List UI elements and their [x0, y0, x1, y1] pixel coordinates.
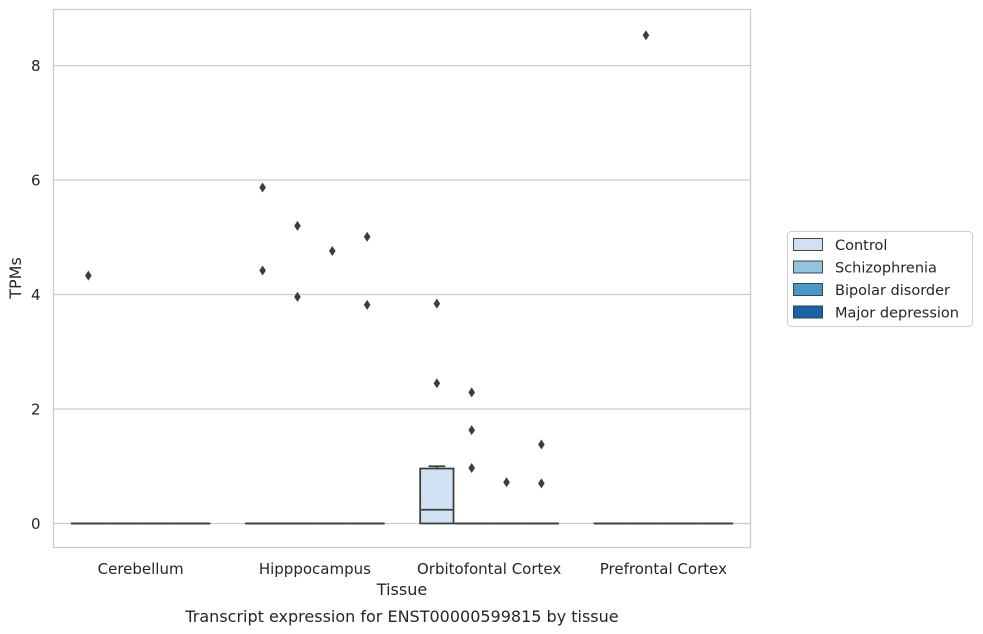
y-tick-label: 8	[31, 57, 41, 75]
outlier-point	[259, 182, 266, 193]
legend-swatch	[793, 260, 823, 274]
outlier-point	[433, 298, 441, 309]
outlier-point	[363, 231, 371, 242]
outlier-point	[538, 439, 545, 450]
y-axis-label: TPMs	[6, 257, 25, 300]
x-tick-label: Hipppocampus	[259, 560, 371, 578]
x-tick-label: Cerebellum	[98, 560, 184, 578]
outlier-point	[468, 425, 475, 436]
legend-frame	[787, 231, 973, 327]
outlier-point	[503, 477, 510, 488]
box-schizophrenia	[279, 220, 315, 525]
outlier-point	[468, 462, 475, 473]
legend-items: Control Schizophrenia Bipolar disorder Majo…	[793, 238, 959, 322]
box-body	[419, 467, 455, 525]
legend-label: Bipolar disorder	[835, 283, 950, 299]
outlier-point	[259, 265, 266, 276]
legend-swatch	[793, 238, 823, 251]
box-control	[70, 270, 106, 525]
outlier-point	[85, 270, 92, 281]
y-tick-label: 4	[31, 286, 41, 304]
legend-swatch	[793, 305, 823, 319]
x-tick-label: Prefrontal Cortex	[600, 560, 727, 578]
box-major-depression	[523, 439, 559, 525]
x-axis-label: Tissue	[376, 580, 427, 599]
outlier-point	[294, 220, 301, 231]
y-axis-ticks: 0 2 4 6 8	[31, 57, 41, 533]
box-control	[245, 182, 281, 525]
box-plots	[70, 30, 734, 525]
outlier-point	[433, 378, 441, 389]
legend-label: Control	[835, 238, 887, 254]
y-tick-label: 2	[31, 400, 41, 418]
legend-label: Schizophrenia	[835, 261, 937, 277]
outlier-point	[294, 291, 301, 302]
legend-swatch	[793, 283, 823, 296]
box-bipolar-disorder	[489, 477, 525, 525]
box-control	[419, 298, 455, 525]
y-tick-label: 6	[31, 172, 41, 190]
chart-caption: Transcript expression for ENST0000059981…	[184, 607, 618, 626]
box-major-depression	[349, 231, 385, 525]
box-schizophrenia	[628, 30, 664, 525]
y-tick-label: 0	[31, 515, 41, 533]
outlier-point	[329, 246, 336, 257]
legend: Control Schizophrenia Bipolar disorder Majo…	[787, 231, 973, 327]
outlier-point	[642, 30, 650, 41]
outlier-point	[468, 387, 475, 398]
box-schizophrenia	[454, 387, 490, 525]
plot-area-frame	[52, 8, 752, 549]
x-tick-label: Orbitofontal Cortex	[417, 560, 561, 578]
x-axis-ticks: Cerebellum Hipppocampus Orbitofontal Corte…	[98, 560, 727, 578]
gridlines	[53, 64, 751, 525]
outlier-point	[363, 299, 371, 310]
legend-label: Major depression	[835, 306, 959, 322]
outlier-point	[538, 478, 545, 489]
box-bipolar-disorder	[314, 246, 350, 525]
